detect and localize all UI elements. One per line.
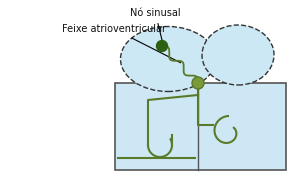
Ellipse shape: [120, 27, 215, 92]
Ellipse shape: [202, 25, 274, 85]
Circle shape: [157, 41, 168, 52]
Text: Nó sinusal: Nó sinusal: [130, 8, 181, 41]
Circle shape: [192, 77, 204, 89]
Text: Feixe atrioventricular: Feixe atrioventricular: [62, 24, 181, 63]
Bar: [115, 83, 286, 170]
